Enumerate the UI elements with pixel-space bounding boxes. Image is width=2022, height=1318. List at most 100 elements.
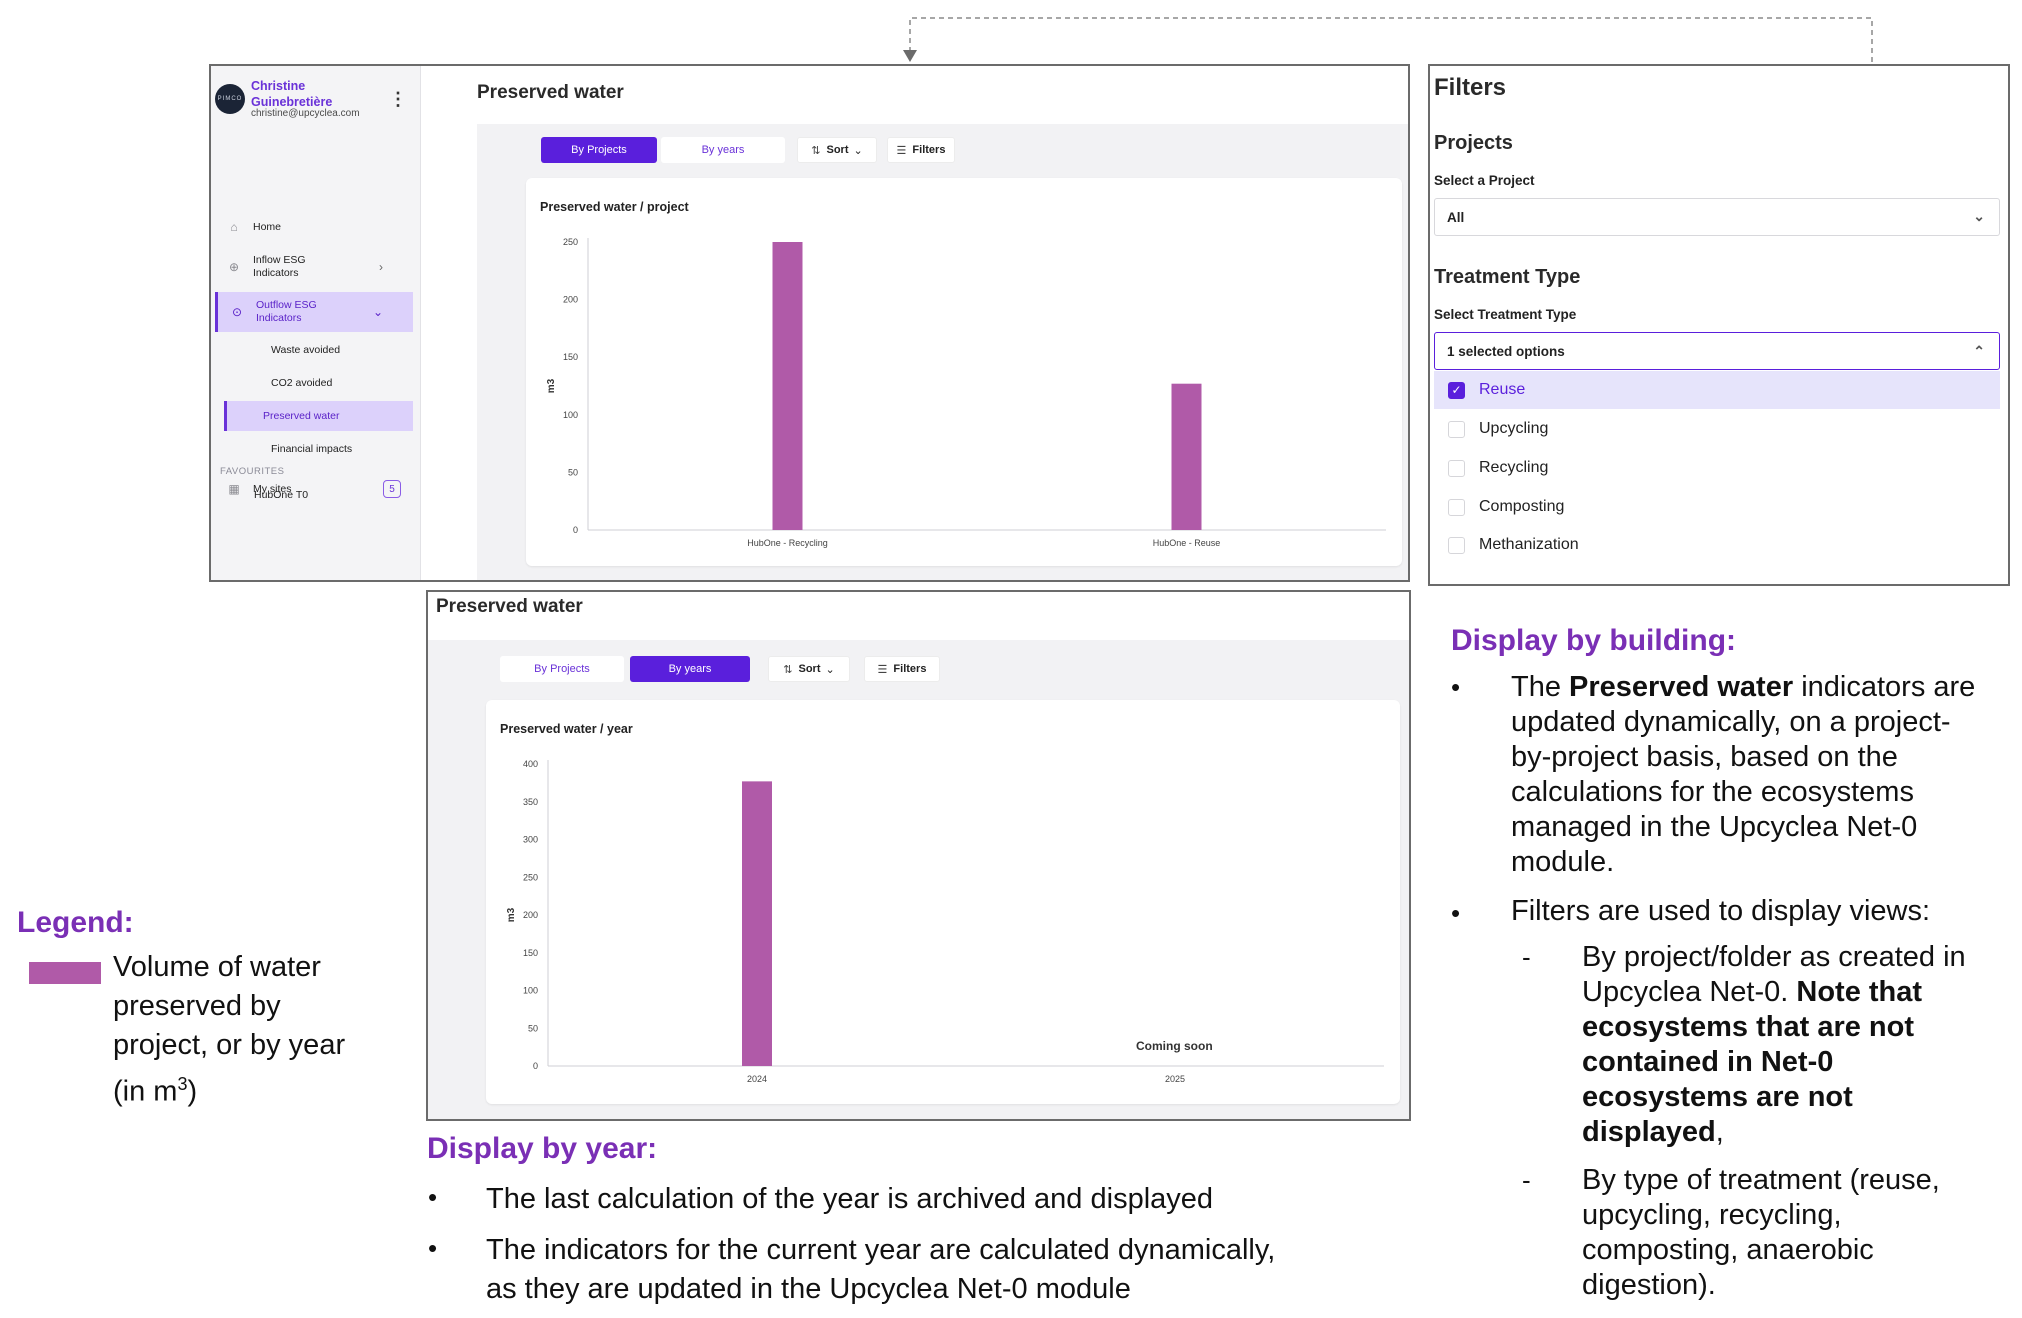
building-bullet-1: The Preserved water indicators are updat…	[1511, 670, 1975, 880]
building-line: module.	[1511, 846, 1615, 878]
filters-panel: Filters Projects Select a Project All ⌄ …	[1428, 64, 2010, 586]
chart-bar[interactable]	[742, 781, 772, 1066]
user-name: Christine Guinebretière	[251, 79, 333, 109]
checkbox-icon[interactable]	[1448, 536, 1465, 554]
page-title: Preserved water	[436, 596, 583, 617]
inflow-icon: ⊕	[228, 260, 240, 274]
y-tick-label: 400	[523, 759, 538, 769]
treatment-select[interactable]: 1 selected options ⌃	[1434, 332, 2000, 370]
year-bullet-2: The indicators for the current year are …	[486, 1233, 1275, 1307]
years-view-screenshot: Preserved water By Projects By years ⇅ S…	[426, 590, 1411, 1121]
year-bullet-1: The last calculation of the year is arch…	[486, 1183, 1214, 1215]
project-bar-chart: 0 50 100 150 200 250 m3 HubOne - Recycling HubOn…	[546, 237, 1386, 548]
sidebar-item-label: My sites	[253, 482, 292, 495]
building-line: ecosystems that are not	[1582, 1011, 1915, 1043]
checkbox-checked-icon[interactable]: ✓	[1448, 381, 1465, 399]
option-label: Recycling	[1479, 459, 1549, 476]
chart-card-year: Preserved water / year 0 50 100 150 200 250 30…	[486, 700, 1400, 1104]
sidebar-item-home[interactable]: ⌂ Home	[215, 208, 413, 246]
building-line: The Preserved water indicators are	[1511, 671, 1976, 703]
y-tick-label: 0	[573, 525, 578, 535]
dash-icon: -	[1522, 942, 1531, 972]
building-line: calculations for the ecosystems	[1511, 776, 1914, 808]
avatar[interactable]: PIMCO	[215, 84, 245, 114]
building-line: By project/folder as created in	[1582, 941, 1966, 973]
tab-by-years[interactable]: By years	[630, 656, 750, 682]
y-tick-label: 100	[563, 410, 578, 420]
sort-label: Sort	[826, 144, 849, 156]
building-subbullet-1: By project/folder as created in Upcyclea…	[1582, 940, 1966, 1150]
tab-by-projects[interactable]: By Projects	[500, 656, 624, 682]
tab-by-years[interactable]: By years	[661, 137, 785, 163]
y-tick-label: 50	[568, 467, 578, 477]
sidebar-subitem-preserved-water[interactable]: Preserved water	[224, 401, 413, 431]
y-tick-label: 200	[563, 295, 578, 305]
option-label: Reuse	[1479, 381, 1526, 398]
y-tick-label: 50	[528, 1023, 538, 1033]
bullet-icon: •	[1451, 898, 1461, 928]
building-bullet-2: Filters are used to display views:	[1511, 895, 1931, 927]
favourite-item[interactable]: HubOne T0	[254, 489, 309, 501]
sidebar-subitem-financial-impacts[interactable]: Financial impacts	[271, 443, 353, 455]
sidebar: PIMCO Christine Guinebretière christine@…	[211, 66, 421, 580]
building-line: ecosystems are not	[1582, 1081, 1853, 1113]
checkbox-icon[interactable]	[1448, 459, 1465, 477]
filter-icon: ☰	[877, 663, 888, 676]
x-tick-label: 2025	[1165, 1074, 1185, 1084]
sort-button[interactable]: ⇅ Sort ⌄	[797, 137, 877, 163]
sort-icon: ⇅	[811, 144, 821, 157]
legend-line: preserved by	[113, 990, 281, 1022]
building-line: displayed,	[1582, 1116, 1724, 1148]
treatment-option-methanization[interactable]: Methanization	[1434, 526, 2000, 564]
y-tick-label: 250	[563, 237, 578, 247]
building-line: digestion).	[1582, 1269, 1716, 1301]
chevron-down-icon: ⌄	[1973, 208, 1985, 224]
sidebar-subitem-co2-avoided[interactable]: CO2 avoided	[271, 377, 333, 389]
sort-label: Sort	[798, 663, 821, 675]
filters-label: Filters	[893, 663, 927, 675]
chevron-down-icon: ⌄	[372, 305, 383, 319]
project-select[interactable]: All ⌄	[1434, 198, 2000, 236]
filters-button[interactable]: ☰ Filters	[864, 656, 940, 682]
y-tick-label: 250	[523, 872, 538, 882]
building-line: updated dynamically, on a project-	[1511, 706, 1951, 738]
filters-title: Filters	[1434, 74, 1507, 101]
sort-button[interactable]: ⇅ Sort ⌄	[768, 656, 850, 682]
connector-arrow	[903, 17, 1873, 62]
building-line: by-project basis, based on the	[1511, 741, 1898, 773]
more-options-icon[interactable]: ⋮	[389, 89, 407, 109]
user-email: christine@upcyclea.com	[251, 108, 360, 119]
project-select-label: Select a Project	[1434, 173, 1535, 188]
filters-button[interactable]: ☰ Filters	[887, 137, 955, 163]
home-icon: ⌂	[230, 220, 238, 234]
checkbox-icon[interactable]	[1448, 420, 1465, 438]
tab-by-projects[interactable]: By Projects	[541, 137, 657, 163]
favourites-heading: FAVOURITES	[220, 466, 285, 477]
building-subbullet-2: By type of treatment (reuse, upcycling, …	[1582, 1163, 1940, 1303]
building-icon: ▦	[228, 482, 240, 496]
legend-line: (in m3)	[113, 1074, 198, 1108]
checkbox-icon[interactable]	[1448, 498, 1465, 516]
chart-bar[interactable]	[772, 242, 803, 530]
treatment-option-reuse[interactable]: ✓ Reuse	[1434, 371, 2000, 409]
treatment-option-upcycling[interactable]: Upcycling	[1434, 410, 2000, 448]
treatment-option-recycling[interactable]: Recycling	[1434, 449, 2000, 487]
chart-bar[interactable]	[1171, 383, 1202, 530]
chart-card-project: Preserved water / project 0 50 100 150 200 25…	[526, 178, 1402, 566]
treatment-option-composting[interactable]: Composting	[1434, 488, 2000, 526]
legend-line: Volume of water	[113, 951, 321, 983]
building-line: Upcyclea Net-0. Note that	[1582, 976, 1923, 1008]
legend-text: Volume of water preserved by project, or…	[113, 950, 346, 1108]
y-axis-label: m3	[506, 907, 517, 922]
y-tick-label: 150	[563, 352, 578, 362]
sidebar-subitem-waste-avoided[interactable]: Waste avoided	[271, 344, 341, 356]
y-tick-label: 350	[523, 797, 538, 807]
chart-title: Preserved water / project	[540, 200, 689, 214]
bullet-icon: •	[1451, 672, 1461, 702]
sidebar-item-inflow-esg[interactable]: ⊕ Inflow ESG Indicators ›	[215, 248, 413, 286]
legend-line: project, or by year	[113, 1029, 346, 1061]
sidebar-item-outflow-esg[interactable]: ⊙ Outflow ESG Indicators ⌄	[215, 292, 413, 332]
building-line: composting, anaerobic	[1582, 1234, 1874, 1266]
building-line: contained in Net-0	[1582, 1046, 1834, 1078]
sidebar-item-my-sites[interactable]: ▦ My sites 5	[215, 470, 413, 508]
